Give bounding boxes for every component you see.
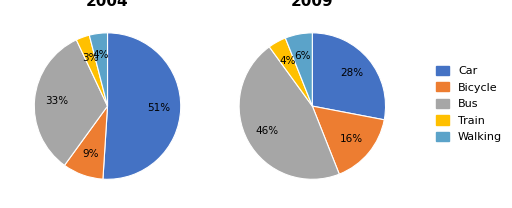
Text: 28%: 28% xyxy=(340,68,364,78)
Wedge shape xyxy=(65,106,108,179)
Text: 9%: 9% xyxy=(82,149,98,159)
Title: 2004: 2004 xyxy=(86,0,129,9)
Wedge shape xyxy=(269,38,312,106)
Wedge shape xyxy=(312,33,386,120)
Legend: Car, Bicycle, Bus, Train, Walking: Car, Bicycle, Bus, Train, Walking xyxy=(431,61,506,147)
Wedge shape xyxy=(285,33,312,106)
Wedge shape xyxy=(89,33,108,106)
Text: 51%: 51% xyxy=(147,103,170,113)
Wedge shape xyxy=(76,35,108,106)
Wedge shape xyxy=(239,47,339,179)
Wedge shape xyxy=(312,106,384,174)
Wedge shape xyxy=(103,33,181,179)
Text: 33%: 33% xyxy=(45,96,68,106)
Text: 46%: 46% xyxy=(256,126,279,136)
Wedge shape xyxy=(34,40,108,165)
Text: 6%: 6% xyxy=(294,51,311,61)
Text: 16%: 16% xyxy=(340,134,364,144)
Text: 3%: 3% xyxy=(82,53,98,63)
Text: 4%: 4% xyxy=(93,50,110,60)
Text: 4%: 4% xyxy=(280,56,296,66)
Title: 2009: 2009 xyxy=(291,0,334,9)
